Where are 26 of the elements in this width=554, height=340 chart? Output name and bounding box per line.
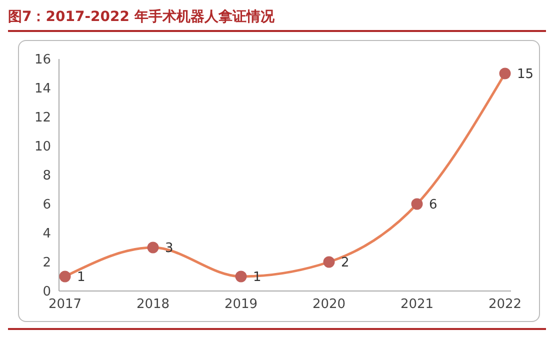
point <box>499 68 511 80</box>
chart-title: 图7：2017-2022 年手术机器人拿证情况 <box>8 8 546 32</box>
y-tick-label: 16 <box>34 52 51 68</box>
x-tick-label: 2021 <box>400 297 434 312</box>
y-tick-label: 0 <box>42 284 51 300</box>
point <box>59 270 71 282</box>
y-tick-label: 12 <box>34 110 51 126</box>
y-tick-label: 6 <box>42 198 51 213</box>
point <box>235 270 247 282</box>
y-tick-label: 10 <box>34 140 51 155</box>
x-tick-label: 2022 <box>488 297 522 312</box>
point <box>411 198 423 210</box>
data-label: 15 <box>517 67 534 82</box>
data-label: 1 <box>77 270 86 286</box>
data-label: 2 <box>341 256 350 271</box>
y-tick-label: 4 <box>42 226 51 242</box>
y-tick-label: 2 <box>42 256 51 271</box>
x-tick-label: 2019 <box>224 297 258 312</box>
x-tick-label: 2018 <box>136 297 170 312</box>
y-tick-label: 8 <box>42 168 51 184</box>
data-label: 6 <box>429 198 438 213</box>
x-tick-label: 2017 <box>48 297 82 312</box>
point <box>147 242 159 254</box>
x-tick-label: 2020 <box>312 297 346 312</box>
y-tick-label: 14 <box>34 82 51 97</box>
point <box>323 256 335 268</box>
